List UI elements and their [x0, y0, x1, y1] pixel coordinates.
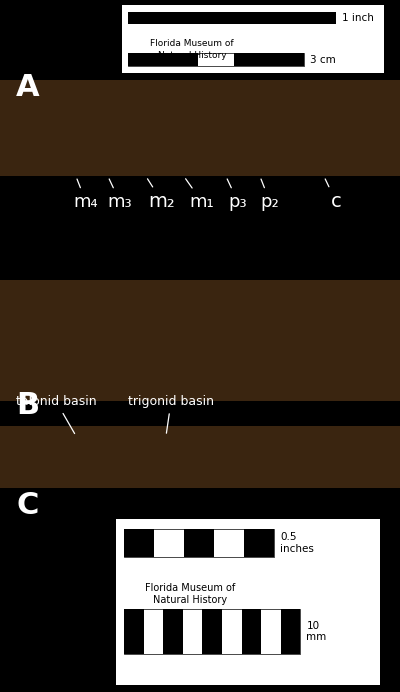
Text: Florida Museum of
Natural History: Florida Museum of Natural History	[150, 39, 234, 60]
Bar	[261, 609, 281, 654]
Bar	[0, 80, 400, 176]
Text: trigonid basin: trigonid basin	[128, 395, 214, 433]
Bar	[242, 609, 261, 654]
Bar	[124, 529, 154, 557]
Text: 10
mm: 10 mm	[306, 621, 327, 642]
Text: 1 inch: 1 inch	[342, 13, 374, 23]
Bar	[183, 609, 202, 654]
Text: A: A	[16, 73, 40, 102]
Bar	[0, 280, 400, 401]
Text: 3 cm: 3 cm	[310, 55, 336, 64]
Bar	[154, 529, 184, 557]
Text: m₄: m₄	[74, 179, 98, 211]
Bar	[124, 529, 274, 557]
Text: 0.5
inches: 0.5 inches	[280, 532, 314, 554]
Text: p₂: p₂	[261, 179, 279, 211]
Bar	[214, 529, 244, 557]
Text: B: B	[16, 391, 39, 420]
Bar	[198, 53, 234, 66]
Bar	[202, 609, 222, 654]
Text: p₃: p₃	[227, 179, 247, 211]
Bar	[128, 12, 336, 24]
Text: C: C	[16, 491, 38, 520]
Bar	[163, 609, 183, 654]
Bar	[184, 529, 214, 557]
Bar	[124, 609, 300, 654]
Text: m₃: m₃	[108, 179, 132, 211]
Text: Florida Museum of
Natural History: Florida Museum of Natural History	[145, 583, 235, 605]
Bar	[234, 53, 304, 66]
Bar	[122, 5, 384, 73]
Bar	[0, 426, 400, 488]
Bar	[281, 609, 300, 654]
Bar	[144, 609, 163, 654]
Bar	[222, 609, 242, 654]
Text: m₁: m₁	[186, 179, 214, 211]
Bar	[128, 53, 304, 66]
Bar	[124, 609, 144, 654]
Bar	[128, 53, 198, 66]
Text: m₂: m₂	[148, 179, 175, 211]
Bar	[244, 529, 274, 557]
Text: c: c	[325, 179, 341, 211]
Bar	[116, 519, 380, 685]
Text: talonid basin: talonid basin	[16, 395, 97, 434]
